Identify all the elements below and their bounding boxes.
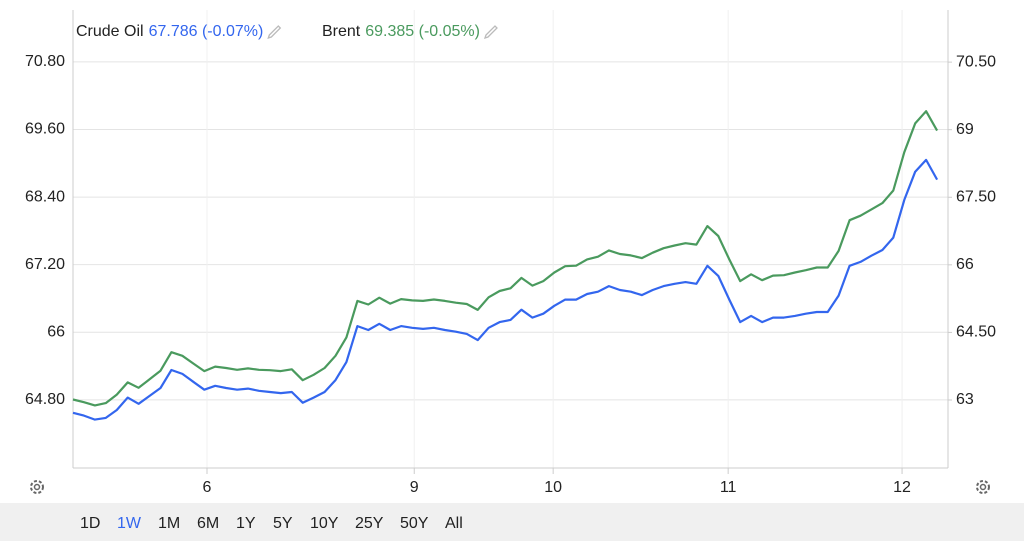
x-tick-label: 9 [410, 479, 419, 496]
legend-entry: Crude Oil 67.786 (-0.07%) [76, 23, 263, 40]
range-bar: 1D 1W 1M 6M 1Y 5Y 10Y 25Y 50Y All [0, 503, 1024, 541]
range-button[interactable]: 1M [158, 515, 181, 532]
settings-icon[interactable] [976, 480, 990, 494]
y2-tick-label: 66 [956, 256, 974, 273]
legend-value: 69.385 (-0.05%) [365, 23, 480, 40]
y2-tick-label: 69 [956, 121, 974, 138]
edit-icon[interactable] [267, 25, 282, 40]
chart: 64.80 66 67.20 68.40 69.60 70.80 63 64.50 66 67.5… [25, 10, 996, 496]
range-button[interactable]: 1W [117, 515, 141, 532]
range-button[interactable]: 10Y [310, 515, 339, 532]
series-line [72, 158, 939, 421]
x-tick-label: 6 [203, 479, 212, 496]
range-button[interactable]: 1D [80, 515, 101, 532]
y-tick-label: 64.80 [25, 391, 65, 408]
x-tick-label: 12 [893, 479, 911, 496]
legend-name: Crude Oil [76, 23, 144, 40]
x-tick-label: 10 [544, 479, 562, 496]
x-tick-label: 11 [720, 479, 737, 496]
y2-tick-label: 67.50 [956, 188, 996, 205]
y-tick-label: 70.80 [25, 53, 65, 70]
settings-icon[interactable] [30, 480, 44, 494]
series-line [72, 110, 939, 407]
edit-icon[interactable] [483, 25, 498, 40]
y2-tick-label: 64.50 [956, 324, 996, 341]
y-tick-label: 67.20 [25, 256, 65, 273]
y-tick-label: 66 [47, 323, 65, 340]
legend-entry: Brent 69.385 (-0.05%) [322, 23, 480, 40]
range-button[interactable]: 50Y [400, 515, 429, 532]
legend-value: 67.786 (-0.07%) [149, 23, 264, 40]
range-button[interactable]: 5Y [273, 515, 293, 532]
range-button[interactable]: All [445, 515, 463, 532]
range-button[interactable]: 6M [197, 515, 220, 532]
range-button[interactable]: 1Y [236, 515, 256, 532]
y-tick-label: 69.60 [25, 121, 65, 138]
legend-name: Brent [322, 23, 361, 40]
y2-tick-label: 63 [956, 391, 974, 408]
y2-tick-label: 70.50 [956, 53, 996, 70]
range-button[interactable]: 25Y [355, 515, 384, 532]
y-tick-label: 68.40 [25, 188, 65, 205]
